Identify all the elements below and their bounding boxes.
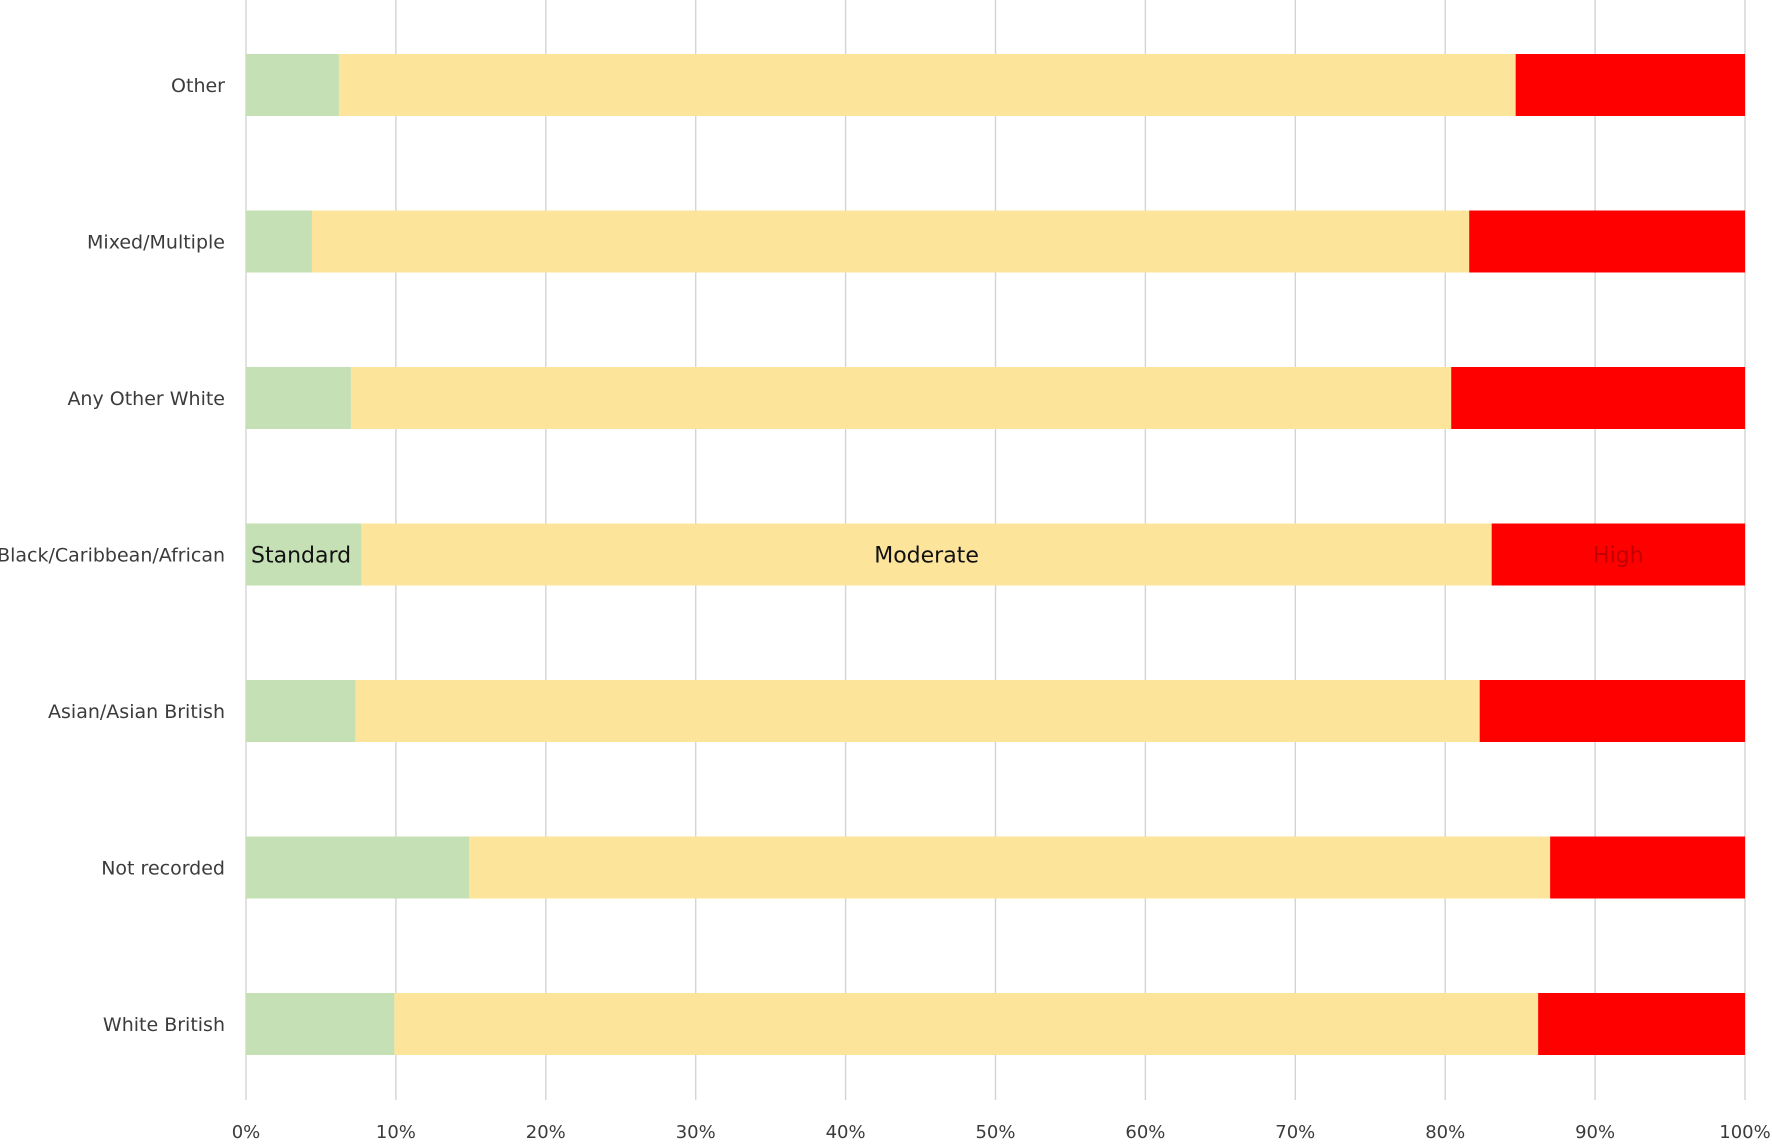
segment-label-high: High	[1593, 544, 1644, 569]
category-label: White British	[103, 1014, 225, 1036]
bar-segment-standard	[246, 367, 351, 429]
segment-label-standard: Standard	[251, 544, 351, 569]
bar-segment-moderate	[350, 367, 1452, 429]
x-tick-label: 60%	[1125, 1122, 1165, 1143]
bar-segment-high	[1451, 367, 1745, 429]
bar-segment-standard	[246, 210, 312, 273]
bar-segment-standard	[246, 993, 395, 1055]
bar-segment-standard	[246, 54, 339, 116]
bar-segment-high	[1515, 54, 1745, 116]
x-tick-label: 70%	[1275, 1122, 1315, 1143]
x-tick-label: 40%	[826, 1122, 866, 1143]
bar-segment-high	[1491, 523, 1745, 586]
bar-segment-moderate	[338, 54, 1516, 116]
bar-segment-moderate	[469, 836, 1551, 899]
category-label: Black/Caribbean/African	[0, 545, 225, 567]
x-tick-label: 0%	[232, 1122, 261, 1143]
bar-segment-moderate	[355, 680, 1480, 742]
bar-segment-moderate	[394, 993, 1539, 1055]
bar-segment-standard	[246, 523, 362, 586]
bar-segment-high	[1479, 680, 1745, 742]
category-label: Asian/Asian British	[48, 701, 225, 723]
segment-label-moderate: Moderate	[874, 544, 979, 569]
bar-segment-high	[1469, 210, 1745, 273]
category-label: Other	[171, 75, 225, 97]
category-label: Any Other White	[67, 388, 225, 410]
bar-segment-moderate	[311, 210, 1470, 273]
x-tick-label: 90%	[1575, 1122, 1615, 1143]
x-tick-label: 80%	[1425, 1122, 1465, 1143]
bar-segment-high	[1538, 993, 1745, 1055]
bars-layer	[246, 54, 1745, 1055]
labels-layer: 0% 10% 20% 30% 40% 50% 60% 70% 80% 90% 100% Other Mi…	[0, 75, 1771, 1143]
bar-segment-standard	[246, 680, 356, 742]
bar-segment-high	[1550, 836, 1745, 899]
x-tick-label: 10%	[376, 1122, 416, 1143]
x-tick-label: 30%	[676, 1122, 716, 1143]
category-label: Mixed/Multiple	[87, 232, 225, 254]
bar-segment-standard	[246, 836, 470, 899]
x-tick-label: 50%	[975, 1122, 1015, 1143]
category-label: Not recorded	[101, 858, 225, 880]
bar-segment-moderate	[361, 523, 1492, 586]
x-tick-label: 100%	[1719, 1122, 1770, 1143]
x-tick-label: 20%	[526, 1122, 566, 1143]
